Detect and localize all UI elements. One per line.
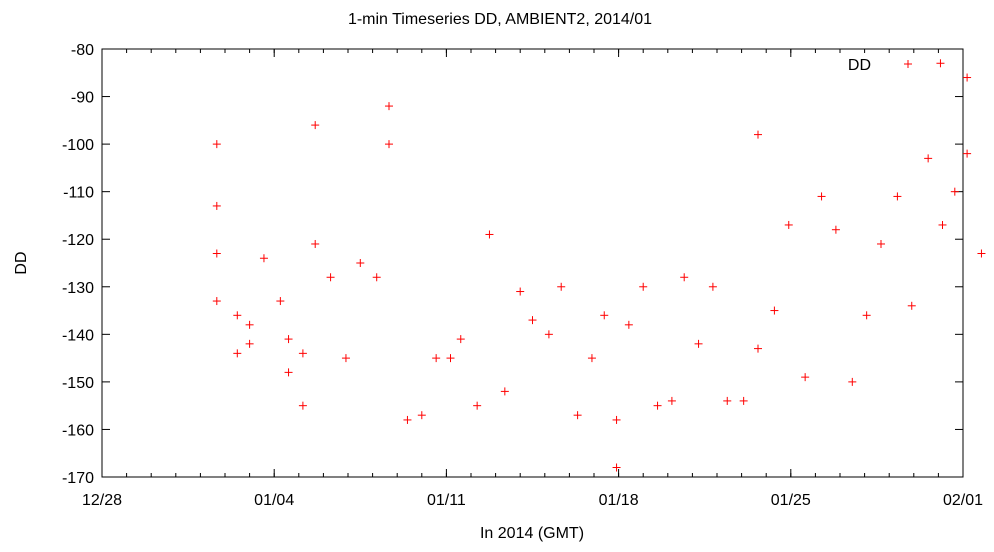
x-tick-label: 01/25 [771,492,811,509]
x-tick-label: 12/28 [82,492,122,509]
data-point [403,415,412,424]
data-point [233,349,242,358]
data-point [473,401,482,410]
data-point [938,220,947,229]
data-points [212,59,986,472]
data-point [831,225,840,234]
data-point [516,287,525,296]
data-point [233,311,242,320]
data-point [212,140,221,149]
data-point [385,102,393,111]
y-tick-label: -120 [62,232,94,249]
data-point [801,373,810,382]
data-point [624,320,633,329]
data-point [680,273,689,282]
data-point [936,59,945,68]
data-point [341,354,350,363]
data-point [298,349,307,358]
y-tick-label: -110 [63,185,94,202]
legend-marker-symbol [904,60,912,68]
x-axis-label: In 2014 (GMT) [480,525,584,542]
data-point [284,335,293,344]
legend-marker [904,60,912,68]
data-point [311,121,320,130]
data-point [924,154,933,163]
data-point [963,73,972,82]
data-point [723,396,732,405]
y-tick-label: -100 [62,137,94,154]
data-point [456,335,465,344]
data-point [600,311,609,320]
data-point [877,239,885,248]
data-point [708,282,717,291]
data-point [770,306,779,315]
data-point [385,140,393,149]
y-tick-label: -150 [62,375,94,392]
data-point [326,273,335,282]
data-point [784,220,793,229]
data-point [694,339,703,348]
data-point [417,411,426,420]
data-point [587,354,596,363]
data-point [893,192,902,201]
data-point [245,339,254,348]
x-tick-label: 01/11 [427,492,466,509]
data-point [612,463,621,472]
y-tick-label: -170 [62,470,94,487]
y-tick-label: -140 [62,327,94,344]
data-point [963,149,972,158]
data-point [276,297,285,306]
data-point [754,344,762,353]
data-point [639,282,648,291]
data-point [485,230,494,239]
data-point [573,411,582,420]
x-tick-label: 01/04 [254,492,294,509]
data-point [754,130,762,139]
data-point [950,187,959,196]
data-point [907,301,916,310]
x-tick-label: 02/01 [943,492,983,509]
data-point [446,354,455,363]
data-point [500,387,509,396]
y-axis-label: DD [13,251,30,274]
data-point [298,401,307,410]
data-point [739,396,748,405]
data-point [245,320,254,329]
x-tick-label: 01/18 [599,492,639,509]
data-point [356,259,365,267]
data-point [557,282,566,291]
y-tick-label: -90 [71,90,94,107]
data-point [977,249,986,258]
y-tick-label: -160 [62,422,94,439]
data-point [653,401,662,410]
legend: DD [848,57,912,74]
y-tick-label: -80 [71,42,94,59]
data-point [848,377,857,386]
data-point [862,311,871,320]
data-point [667,396,676,405]
data-point [212,201,221,210]
data-point [259,254,268,263]
data-point [372,273,381,282]
plot-frame [101,48,964,478]
data-point [612,415,621,424]
chart-title: 1-min Timeseries DD, AMBIENT2, 2014/01 [348,11,652,28]
data-point [544,330,553,339]
data-point [212,297,221,306]
data-point [432,354,441,363]
data-point [212,249,221,258]
legend-label: DD [848,57,871,74]
axis-ticks: -80 -90 -100 -110 -120 -130 -140 -150 -160 -170 12… [62,42,983,509]
y-tick-label: -130 [62,280,94,297]
data-point [817,192,826,201]
data-point [528,316,537,325]
data-point [311,239,320,248]
data-point [284,368,293,377]
